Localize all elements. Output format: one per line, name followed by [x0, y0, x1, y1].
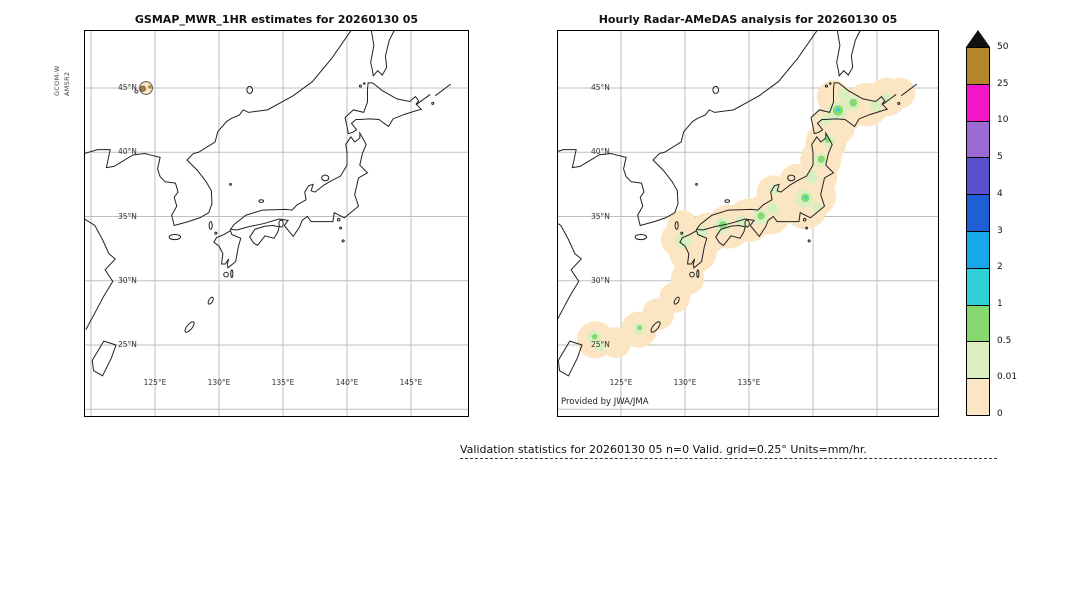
- left-precip-field: [135, 82, 153, 95]
- left-lat-tick-45n: 45°N: [118, 83, 137, 92]
- precip-cell: [140, 86, 145, 91]
- colorbar-segments: [966, 47, 990, 416]
- right-precip-field: [576, 77, 916, 359]
- data-credit: Provided by JWA/JMA: [561, 397, 649, 407]
- precip-cell: [591, 333, 598, 340]
- colorbar-tick-label: 4: [997, 188, 1003, 199]
- colorbar-segment: [967, 157, 989, 195]
- left-lat-tick-40n: 40°N: [118, 147, 137, 156]
- precip-cell: [637, 325, 643, 331]
- precip-cell: [884, 77, 916, 109]
- right-lon-tick-130e: 130°E: [673, 378, 697, 387]
- precip-cell: [811, 202, 822, 213]
- colorbar-tick-label: 0: [997, 409, 1003, 419]
- right-lon-tick-135e: 135°E: [737, 378, 761, 387]
- sensor-side-label: GCOM-W AMSR2: [52, 65, 72, 96]
- right-lat-tick-30n: 30°N: [591, 276, 610, 285]
- right-lat-tick-25n: 25°N: [591, 340, 610, 349]
- precip-cell: [804, 195, 808, 199]
- right-lat-tick-45n: 45°N: [591, 83, 610, 92]
- colorbar-tick-label: 3: [997, 225, 1003, 236]
- caption-dashed-rule: [460, 458, 997, 459]
- precip-cell: [595, 341, 606, 352]
- colorbar-segment: [967, 194, 989, 231]
- precip-cell: [880, 93, 892, 104]
- colorbar-tick-label: 0.01: [997, 372, 1018, 383]
- colorbar-labels: 50 25 10 5 4 3 2 1 0.5 0.01 0: [997, 0, 1037, 612]
- colorbar-tick-label: 25: [997, 78, 1009, 89]
- colorbar-tick-label: 1: [997, 298, 1003, 309]
- validation-caption: Validation statistics for 20260130 05 n=…: [460, 443, 867, 456]
- precip-cell: [769, 184, 780, 195]
- left-panel-title: GSMAP_MWR_1HR estimates for 20260130 05: [134, 13, 419, 26]
- colorbar-tick-label: 50: [997, 42, 1009, 52]
- left-lon-tick-130e: 130°E: [207, 378, 231, 387]
- precip-cell: [817, 155, 825, 163]
- colorbar-segment: [967, 378, 989, 415]
- left-lat-tick-35n: 35°N: [118, 212, 137, 221]
- colorbar-segment: [967, 230, 989, 268]
- colorbar-tick-label: 5: [997, 152, 1003, 163]
- left-lat-tick-25n: 25°N: [118, 340, 137, 349]
- colorbar-segment: [967, 120, 989, 158]
- left-coastlines: [85, 30, 451, 376]
- colorbar-segment: [967, 304, 989, 342]
- precip-cell: [667, 210, 698, 241]
- colorbar-segment: [967, 267, 989, 305]
- right-lon-tick-125e: 125°E: [609, 378, 633, 387]
- precip-cell: [837, 88, 850, 101]
- map-radar-amedas: [557, 30, 939, 417]
- colorbar-segment: [967, 341, 989, 379]
- colorbar-overflow-triangle: [966, 30, 990, 47]
- colorbar-tick-label: 0.5: [997, 335, 1012, 346]
- precip-cell: [820, 114, 832, 126]
- colorbar-segment: [967, 48, 989, 84]
- right-panel-title: Hourly Radar-AMeDAS analysis for 2026013…: [598, 13, 898, 26]
- precip-cell: [805, 170, 819, 184]
- precip-cell: [148, 85, 152, 89]
- precip-cell: [676, 233, 692, 249]
- left-grid-lines: [85, 31, 468, 416]
- precip-cell: [757, 212, 765, 220]
- precip-cell: [849, 98, 858, 107]
- precip-cell: [836, 107, 840, 112]
- left-lon-tick-145e: 145°E: [399, 378, 423, 387]
- left-lat-tick-30n: 30°N: [118, 276, 137, 285]
- right-lat-tick-40n: 40°N: [591, 147, 610, 156]
- map-gsmap-mwr: [84, 30, 469, 417]
- precip-cell: [135, 90, 138, 93]
- colorbar-tick-label: 2: [997, 262, 1003, 273]
- left-lon-tick-135e: 135°E: [271, 378, 295, 387]
- right-lat-tick-35n: 35°N: [591, 212, 610, 221]
- left-lon-tick-140e: 140°E: [335, 378, 359, 387]
- colorbar-tick-label: 10: [997, 115, 1009, 126]
- precip-cell: [767, 203, 780, 215]
- colorbar-segment: [967, 83, 989, 121]
- sensor-side-label-line2: AMSR2: [63, 71, 71, 96]
- sensor-side-label-line1: GCOM-W: [53, 65, 61, 96]
- precip-cell: [869, 100, 882, 112]
- precip-cell: [734, 215, 748, 229]
- left-lon-tick-125e: 125°E: [143, 378, 167, 387]
